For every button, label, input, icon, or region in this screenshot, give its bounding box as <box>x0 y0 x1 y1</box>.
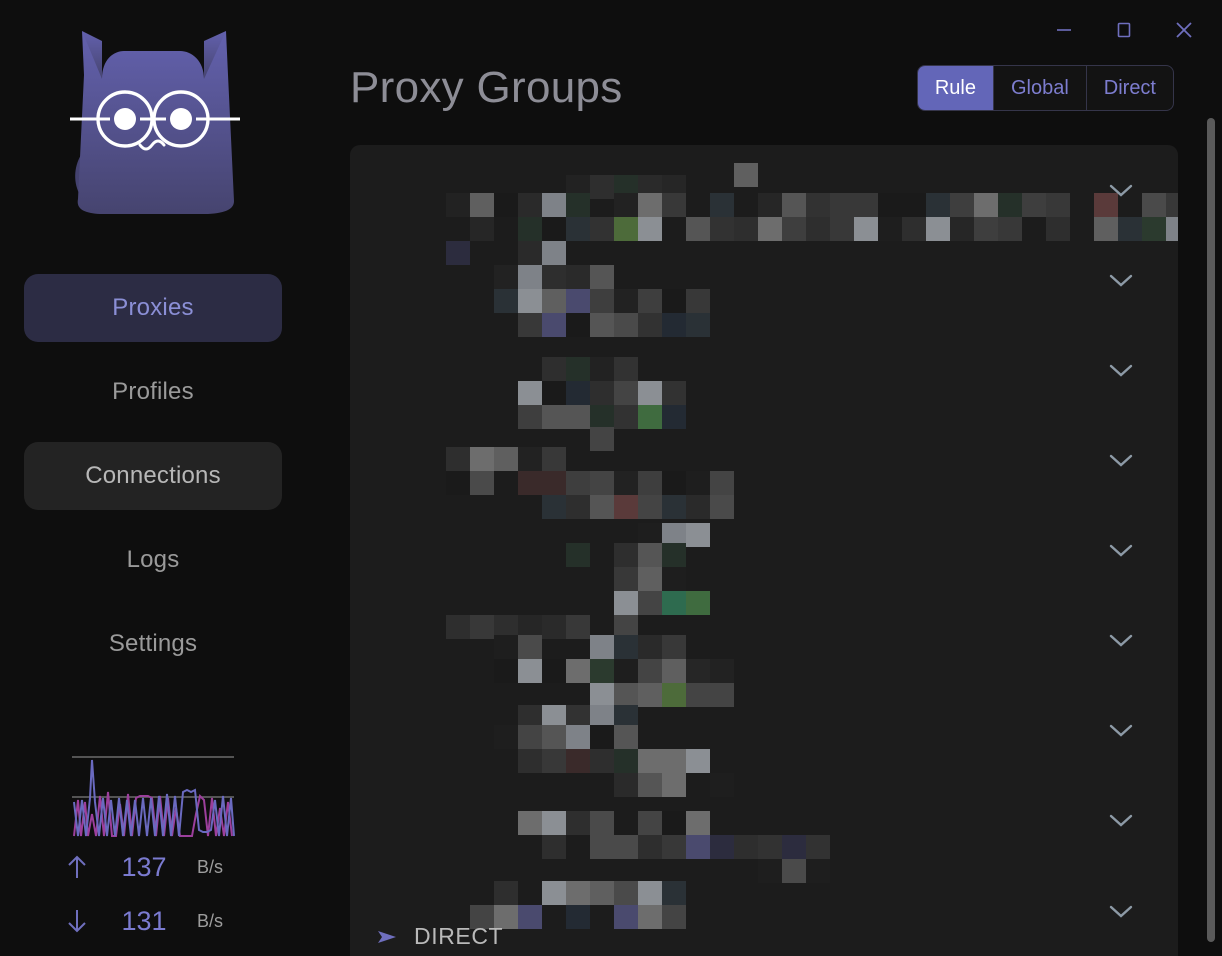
proxy-group-row[interactable] <box>350 595 1178 685</box>
maximize-button[interactable] <box>1104 12 1144 48</box>
sidebar-item-label: Connections <box>85 462 221 489</box>
sidebar-item-settings[interactable]: Settings <box>24 610 282 678</box>
sidebar-nav: Proxies Profiles Connections Logs Settin… <box>24 274 282 694</box>
page-header: Proxy Groups Rule Global Direct <box>350 52 1174 124</box>
mode-button-label: Direct <box>1103 76 1156 99</box>
download-speed-value: 131 <box>121 905 167 936</box>
download-speed-unit: B/s <box>197 910 224 931</box>
chevron-down-icon[interactable] <box>1108 362 1134 378</box>
sidebar-item-profiles[interactable]: Profiles <box>24 358 282 426</box>
sidebar-item-label: Profiles <box>112 378 194 405</box>
mode-button-direct[interactable]: Direct <box>1087 66 1173 110</box>
proxy-mode-group: Rule Global Direct <box>916 65 1174 111</box>
upload-speed-value: 137 <box>121 851 167 882</box>
chevron-down-icon[interactable] <box>1108 632 1134 648</box>
main-content: Proxy Groups Rule Global Direct <box>306 0 1222 956</box>
chevron-down-icon[interactable] <box>1108 722 1134 738</box>
chevron-down-icon[interactable] <box>1108 903 1134 919</box>
chevron-down-icon[interactable] <box>1108 452 1134 468</box>
traffic-widget: 137 B/s 131 B/s <box>0 752 306 948</box>
mode-button-global[interactable]: Global <box>994 66 1087 110</box>
proxy-group-row[interactable] <box>350 325 1178 415</box>
arrow-down-icon <box>63 908 91 934</box>
traffic-graph <box>70 752 236 840</box>
chevron-down-icon[interactable] <box>1108 812 1134 828</box>
proxy-group-row[interactable] <box>350 775 1178 865</box>
proxy-group-row[interactable] <box>350 685 1178 775</box>
page-title: Proxy Groups <box>350 63 623 112</box>
proxy-group-row[interactable] <box>350 865 1178 956</box>
traffic-upload-row: 137 B/s <box>63 840 243 894</box>
sidebar-item-label: Proxies <box>112 294 194 321</box>
proxy-group-list[interactable]: DIRECT <box>350 145 1178 956</box>
sidebar-item-label: Logs <box>126 546 180 573</box>
clash-cat-logo <box>53 14 253 224</box>
sidebar-item-logs[interactable]: Logs <box>24 526 282 594</box>
scrollbar-thumb[interactable] <box>1207 118 1215 942</box>
proxy-group-row[interactable] <box>350 145 1178 235</box>
proxy-group-row[interactable] <box>350 415 1178 505</box>
sidebar-item-proxies[interactable]: Proxies <box>24 274 282 342</box>
minimize-button[interactable] <box>1044 12 1084 48</box>
minimize-icon <box>1053 19 1075 41</box>
chevron-down-icon[interactable] <box>1108 542 1134 558</box>
close-icon <box>1172 18 1196 42</box>
mode-button-label: Rule <box>934 76 976 99</box>
direct-label: DIRECT <box>414 923 504 949</box>
sidebar: Proxies Profiles Connections Logs Settin… <box>0 0 306 956</box>
arrow-up-icon <box>63 854 91 880</box>
sidebar-item-connections[interactable]: Connections <box>24 442 282 510</box>
mode-button-rule[interactable]: Rule <box>917 66 994 110</box>
chevron-down-icon[interactable] <box>1108 182 1134 198</box>
proxy-group-row[interactable] <box>350 505 1178 595</box>
chevron-down-icon[interactable] <box>1108 272 1134 288</box>
proxy-group-row[interactable] <box>350 235 1178 325</box>
window-controls <box>1044 12 1204 48</box>
close-button[interactable] <box>1164 12 1204 48</box>
send-arrow-icon <box>376 927 400 947</box>
upload-speed-unit: B/s <box>197 856 224 877</box>
direct-proxy-entry[interactable]: DIRECT <box>376 923 503 950</box>
traffic-download-row: 131 B/s <box>63 894 243 948</box>
maximize-icon <box>1113 19 1135 41</box>
mode-button-label: Global <box>1010 76 1069 99</box>
vertical-scrollbar[interactable] <box>1206 100 1216 956</box>
sidebar-item-label: Settings <box>108 630 198 657</box>
